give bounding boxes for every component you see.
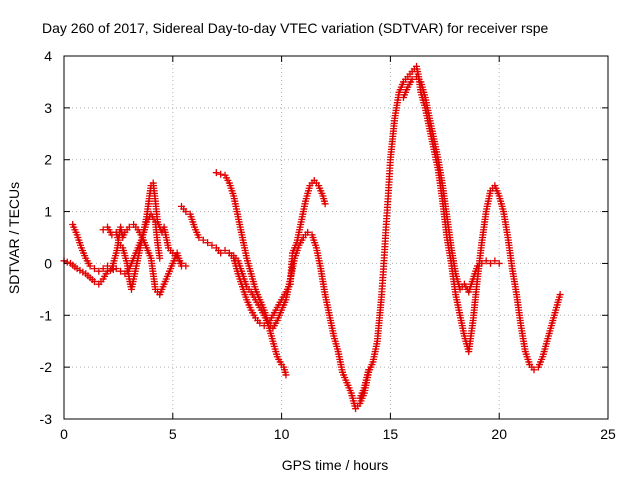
data-point [282, 371, 290, 379]
data-point [95, 267, 103, 275]
x-axis-label: GPS time / hours [282, 457, 389, 473]
grid-lines [64, 56, 608, 419]
x-tick-labels: 0 5 10 15 20 25 [60, 426, 616, 442]
y-axis-label: SDTVAR / TECUs [6, 182, 22, 294]
y-tick-label: 1 [44, 204, 52, 220]
data-point [99, 265, 107, 273]
data-point [90, 278, 98, 286]
plot-frame [63, 55, 609, 420]
data-point [256, 319, 264, 327]
y-tick-labels: -3 -2 -1 0 1 2 3 4 [40, 48, 53, 427]
data-point [178, 262, 186, 270]
x-tick-label: 20 [491, 426, 507, 442]
y-tick-label: 0 [44, 255, 52, 271]
y-tick-label: 3 [44, 100, 52, 116]
data-point [495, 259, 503, 267]
data-point [491, 257, 499, 265]
data-point [408, 75, 416, 83]
data-point [473, 262, 481, 270]
data-point [195, 234, 203, 241]
data-point [212, 169, 220, 177]
series-arc-4 [178, 202, 290, 379]
data-series [60, 62, 564, 413]
y-tick-label: 4 [44, 48, 52, 64]
data-point [182, 208, 190, 216]
data-point [208, 241, 216, 249]
data-point [199, 236, 207, 244]
data-point [478, 259, 486, 267]
data-point [530, 366, 538, 374]
y-tick-label: -3 [40, 411, 53, 427]
x-tick-label: 25 [600, 426, 616, 442]
y-tick-label: 2 [44, 152, 52, 168]
x-tick-label: 5 [169, 426, 177, 442]
data-point [204, 239, 212, 247]
series-arc-6 [225, 176, 329, 330]
data-point [90, 265, 98, 273]
data-point [260, 322, 268, 330]
data-point [304, 228, 312, 236]
x-tick-label: 0 [60, 426, 68, 442]
data-point [321, 200, 329, 208]
series-arc-3 [99, 221, 186, 299]
data-point [556, 291, 564, 299]
data-point [125, 223, 133, 231]
data-point [86, 262, 94, 270]
data-point [486, 259, 494, 267]
chart-title: Day 260 of 2017, Sidereal Day-to-day VTE… [42, 20, 548, 36]
data-point [221, 246, 229, 254]
y-tick-label: -1 [40, 307, 53, 323]
data-point [117, 267, 125, 275]
series-arc-7 [356, 73, 503, 402]
data-point [365, 366, 373, 374]
data-point [156, 254, 164, 262]
data-point [482, 257, 490, 265]
x-tick-label: 10 [274, 426, 290, 442]
y-tick-label: -2 [40, 359, 53, 375]
x-tick-label: 15 [383, 426, 399, 442]
series-arc-5 [212, 62, 564, 413]
data-point [63, 258, 71, 266]
data-point [217, 170, 225, 178]
data-point [217, 249, 225, 257]
